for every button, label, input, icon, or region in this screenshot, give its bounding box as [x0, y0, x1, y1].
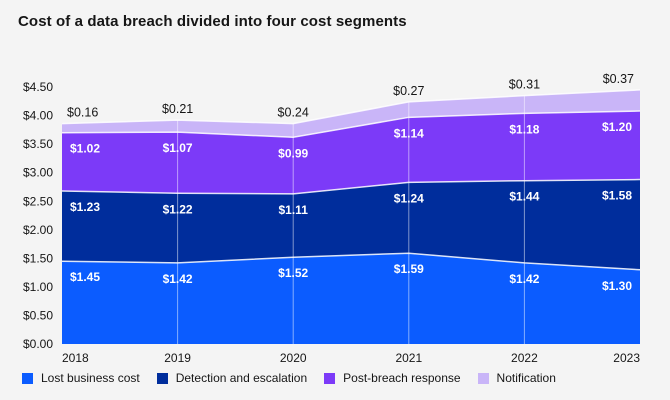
- y-tick-label: $2.50: [23, 194, 53, 208]
- value-label-lost-business-cost-2020: $1.52: [278, 266, 308, 280]
- x-tick-label: 2023: [613, 351, 640, 365]
- x-tick-label: 2021: [395, 351, 422, 365]
- value-label-lost-business-cost-2021: $1.59: [394, 262, 424, 276]
- legend-label: Post-breach response: [343, 371, 461, 385]
- value-label-detection-and-escalation-2022: $1.44: [509, 190, 539, 204]
- legend-swatch-icon: [477, 372, 489, 384]
- legend-item-lost-business-cost[interactable]: Lost business cost: [22, 371, 140, 385]
- value-label-notification-2018: $0.16: [67, 106, 98, 120]
- value-label-post-breach-response-2022: $1.18: [509, 122, 539, 136]
- x-tick-label: 2019: [164, 351, 191, 365]
- value-labels: $1.45 $1.42 $1.52 $1.59 $1.42 $1.30 $1.23 $1.22…: [67, 72, 634, 293]
- axes: $0.00 $0.50 $1.00 $1.50 $2.00 $2.50 $3.00 $3.50…: [23, 80, 640, 365]
- area-detection-and-escalation: [62, 179, 640, 270]
- separator-notification: [61, 89, 641, 125]
- value-label-notification-2021: $0.27: [393, 84, 424, 98]
- y-tick-label: $3.50: [23, 137, 53, 151]
- separator-detection-and-escalation: [61, 178, 641, 195]
- area-notification: [62, 89, 640, 138]
- area-series: [62, 89, 640, 344]
- value-label-post-breach-response-2023: $1.20: [602, 120, 632, 134]
- y-tick-label: $4.50: [23, 80, 53, 94]
- legend-item-detection-and-escalation[interactable]: Detection and escalation: [156, 371, 308, 385]
- value-label-lost-business-cost-2018: $1.45: [70, 270, 100, 284]
- legend-item-post-breach-response[interactable]: Post-breach response: [324, 371, 461, 385]
- legend-swatch-icon: [22, 372, 33, 384]
- value-label-post-breach-response-2019: $1.07: [163, 141, 193, 155]
- legend-swatch-icon: [156, 372, 168, 384]
- value-label-post-breach-response-2021: $1.14: [394, 126, 424, 140]
- value-label-notification-2023: $0.37: [603, 72, 634, 86]
- value-label-post-breach-response-2018: $1.02: [70, 142, 100, 156]
- legend: Lost business cost Detection and escalat…: [22, 371, 556, 385]
- value-label-detection-and-escalation-2020: $1.11: [279, 203, 309, 217]
- chart-title: Cost of a data breach divided into four …: [18, 13, 407, 30]
- y-tick-label: $3.00: [23, 166, 53, 180]
- legend-item-notification[interactable]: Notification: [477, 371, 556, 385]
- x-tick-label: 2018: [62, 351, 89, 365]
- y-tick-label: $1.00: [23, 280, 53, 294]
- value-label-lost-business-cost-2019: $1.42: [163, 272, 193, 286]
- area-lost-business-cost: [62, 253, 640, 344]
- legend-swatch-icon: [324, 372, 336, 384]
- legend-label: Lost business cost: [41, 371, 140, 385]
- value-label-notification-2019: $0.21: [162, 102, 193, 116]
- value-label-post-breach-response-2020: $0.99: [278, 146, 308, 160]
- vertical-gridlines: [177, 95, 525, 344]
- value-label-lost-business-cost-2023: $1.30: [602, 279, 632, 293]
- legend-label: Detection and escalation: [175, 371, 308, 385]
- y-tick-label: $4.00: [23, 109, 53, 123]
- separator-post-breach-response: [61, 110, 641, 139]
- value-label-notification-2020: $0.24: [278, 106, 309, 120]
- value-label-detection-and-escalation-2018: $1.23: [70, 200, 100, 214]
- y-tick-label: $0.50: [23, 308, 53, 322]
- x-tick-label: 2022: [511, 351, 538, 365]
- y-tick-label: $2.00: [23, 223, 53, 237]
- separator-lost-business-cost: [61, 252, 641, 271]
- value-label-detection-and-escalation-2023: $1.58: [602, 189, 632, 203]
- band-separator-lines: [61, 89, 641, 271]
- legend-label: Notification: [496, 371, 556, 385]
- x-tick-label: 2020: [280, 351, 307, 365]
- y-tick-label: $1.50: [23, 251, 53, 265]
- value-label-detection-and-escalation-2019: $1.22: [163, 202, 193, 216]
- y-tick-label: $0.00: [23, 337, 53, 351]
- value-label-detection-and-escalation-2021: $1.24: [394, 191, 424, 205]
- area-post-breach-response: [62, 111, 640, 194]
- value-label-lost-business-cost-2022: $1.42: [509, 272, 539, 286]
- value-label-notification-2022: $0.31: [509, 78, 540, 92]
